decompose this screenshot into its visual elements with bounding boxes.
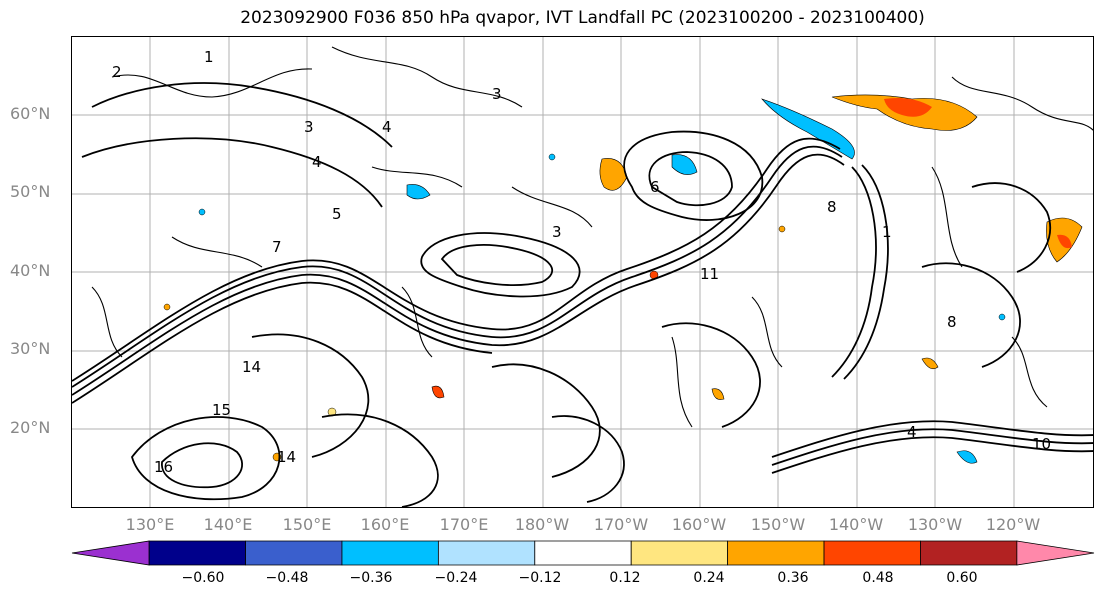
lon-label-180w: 180°W <box>514 515 570 534</box>
colorbar-swatch <box>823 540 921 566</box>
anomaly-shading <box>163 94 1083 464</box>
lat-label-40n: 40°N <box>10 261 51 280</box>
colorbar-swatch <box>245 540 343 566</box>
contour-label: 14 <box>277 448 296 466</box>
colorbar-tick-label: 0.24 <box>693 570 725 586</box>
contour-label: 10 <box>1032 435 1051 453</box>
contour-label: 4 <box>312 153 322 171</box>
lat-label-50n: 50°N <box>10 182 51 201</box>
lon-label-160w: 160°W <box>671 515 727 534</box>
colorbar-tick-label: −0.48 <box>265 570 309 586</box>
contour-label: 3 <box>304 118 314 136</box>
contour-label: 2 <box>112 63 122 81</box>
colorbar <box>71 540 1095 566</box>
colorbar-tick-label: −0.12 <box>518 570 562 586</box>
colorbar-cells <box>71 540 1095 566</box>
colorbar-swatch <box>148 540 246 566</box>
contour-label: 7 <box>272 238 282 256</box>
lon-label-140w: 140°W <box>828 515 884 534</box>
lon-label-130e: 130°E <box>125 515 175 534</box>
colorbar-tick-label: −0.24 <box>434 570 478 586</box>
contour-labels: 1 2 3 3 4 4 5 6 7 8 8 10 11 14 14 15 16 … <box>112 48 1051 476</box>
colorbar-tick-label: −0.36 <box>349 570 393 586</box>
map-plot: 1 2 3 3 4 4 5 6 7 8 8 10 11 14 14 15 16 … <box>72 37 1093 507</box>
contour-label: 15 <box>212 401 231 419</box>
colorbar-tick-label: 0.60 <box>946 570 978 586</box>
colorbar-swatch <box>630 540 729 566</box>
colorbar-tick-label: 0.36 <box>777 570 809 586</box>
contour-label: 8 <box>947 313 957 331</box>
colorbar-swatch <box>920 540 1018 566</box>
colorbar-swatch <box>534 540 632 566</box>
lon-label-130w: 130°W <box>907 515 963 534</box>
contour-label: 4 <box>382 118 392 136</box>
lon-label-160e: 160°E <box>360 515 410 534</box>
thin-contours <box>91 46 1093 428</box>
colorbar-swatch <box>437 540 536 566</box>
contour-label: 6 <box>650 178 660 196</box>
lat-label-30n: 30°N <box>10 339 51 358</box>
contour-label: 5 <box>332 205 342 223</box>
contour-label: 8 <box>827 198 837 216</box>
contour-label: 4 <box>907 423 917 441</box>
colorbar-swatch <box>1016 540 1095 566</box>
contour-label: 1 <box>204 48 214 66</box>
contour-label: 3 <box>492 85 502 103</box>
lon-label-150e: 150°E <box>282 515 332 534</box>
colorbar-tick-label: 0.12 <box>609 570 641 586</box>
lon-label-150w: 150°W <box>750 515 806 534</box>
colorbar-swatch <box>71 540 150 566</box>
colorbar-tick-label: 0.48 <box>862 570 894 586</box>
contour-label: 14 <box>242 358 261 376</box>
lon-label-170e: 170°E <box>439 515 489 534</box>
map-panel: 1 2 3 3 4 4 5 6 7 8 8 10 11 14 14 15 16 … <box>71 36 1094 508</box>
contour-label: 11 <box>700 265 719 283</box>
colorbar-tick-label: −0.60 <box>181 570 225 586</box>
contour-label: 3 <box>552 223 562 241</box>
lat-label-60n: 60°N <box>10 104 51 123</box>
contour-label: 16 <box>154 458 173 476</box>
qvapor-contours <box>72 82 1093 507</box>
lon-label-140e: 140°E <box>203 515 253 534</box>
map-title: 2023092900 F036 850 hPa qvapor, IVT Land… <box>240 8 925 28</box>
lon-label-120w: 120°W <box>985 515 1041 534</box>
contour-label: 1 <box>882 223 892 241</box>
colorbar-swatch <box>727 540 825 566</box>
lon-label-170w: 170°W <box>593 515 649 534</box>
lat-label-20n: 20°N <box>10 418 51 437</box>
colorbar-swatch <box>341 540 439 566</box>
